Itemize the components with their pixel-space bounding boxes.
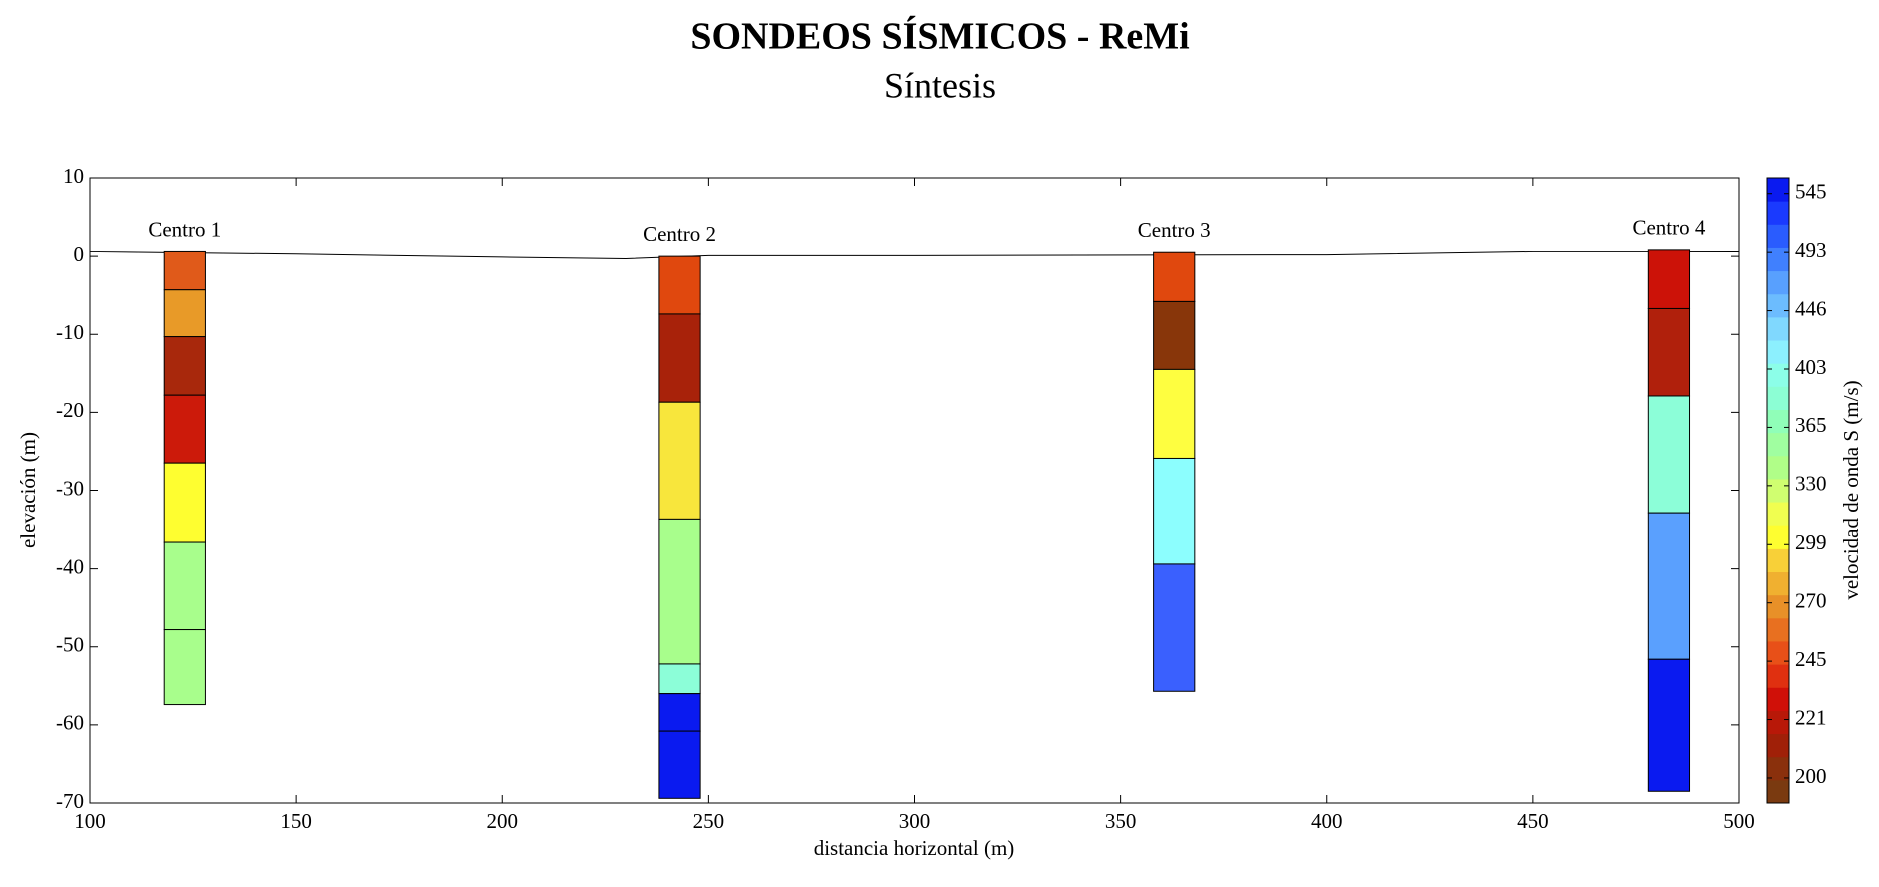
x-axis-label: distancia horizontal (m) xyxy=(814,836,1015,860)
layer xyxy=(1647,658,1691,792)
layer xyxy=(163,250,206,291)
colorbar-tick-label: 403 xyxy=(1795,355,1827,379)
colorbar-band xyxy=(1767,247,1789,272)
colorbar-tick-label: 245 xyxy=(1795,647,1827,671)
colorbar-band xyxy=(1767,664,1789,688)
x-tick-label: 200 xyxy=(487,809,519,833)
y-tick-label: -40 xyxy=(56,554,84,578)
chart-title: SONDEOS SÍSMICOS - ReMi xyxy=(690,16,1189,58)
layer xyxy=(163,629,206,706)
x-tick-label: 150 xyxy=(280,809,312,833)
x-tick-label: 300 xyxy=(899,809,931,833)
layer xyxy=(1647,307,1691,397)
colorbar-band xyxy=(1767,502,1789,526)
colorbar-band xyxy=(1767,478,1789,503)
colorbar-band xyxy=(1767,548,1789,573)
colorbar-band xyxy=(1767,756,1789,781)
y-tick-label: 0 xyxy=(74,242,85,266)
layer xyxy=(163,289,206,338)
colorbar-tick-label: 270 xyxy=(1795,589,1827,613)
colorbar-band xyxy=(1767,571,1789,596)
layer xyxy=(658,313,701,403)
colorbar-tick-label: 330 xyxy=(1795,472,1827,496)
colorbar-band xyxy=(1767,525,1789,549)
x-tick-label: 500 xyxy=(1723,809,1755,833)
colorbar-band xyxy=(1767,687,1789,711)
colorbar-tick-label: 446 xyxy=(1795,296,1827,320)
x-tick-label: 400 xyxy=(1311,809,1343,833)
colorbar-band xyxy=(1767,340,1789,364)
y-tick-label: -70 xyxy=(56,789,84,813)
colorbar-band xyxy=(1767,316,1789,341)
sounding-label: Centro 1 xyxy=(148,217,221,241)
layer xyxy=(163,462,206,543)
colorbar-band xyxy=(1767,710,1789,735)
layer xyxy=(1153,251,1196,302)
colorbar-band xyxy=(1767,779,1789,804)
layer xyxy=(658,663,701,695)
colorbar-band xyxy=(1767,617,1789,642)
layer xyxy=(658,518,701,665)
layer xyxy=(658,693,701,732)
chart-subtitle: Síntesis xyxy=(884,65,996,105)
layer xyxy=(658,255,701,315)
sounding-label: Centro 3 xyxy=(1138,218,1211,242)
layer xyxy=(1647,395,1691,514)
y-tick-label: -20 xyxy=(56,398,84,422)
colorbar-frame xyxy=(1766,177,1790,804)
colorbar-band xyxy=(1767,733,1789,758)
colorbar-band xyxy=(1767,270,1789,295)
layer xyxy=(1153,368,1196,459)
plot-area xyxy=(89,177,1740,804)
x-tick-label: 100 xyxy=(74,809,106,833)
colorbar-band xyxy=(1767,409,1789,434)
colorbar-tick-label: 365 xyxy=(1795,413,1827,437)
layer xyxy=(163,336,206,396)
layer xyxy=(1153,457,1196,565)
colorbar-band xyxy=(1767,224,1789,248)
colorbar-band xyxy=(1767,594,1789,619)
layer xyxy=(1647,249,1691,309)
layer xyxy=(163,541,206,631)
y-tick-label: -10 xyxy=(56,320,84,344)
surface-line xyxy=(89,250,1739,259)
colorbar-band xyxy=(1767,386,1789,410)
colorbar-band xyxy=(1767,432,1789,457)
y-tick-label: -30 xyxy=(56,476,84,500)
sounding-label: Centro 2 xyxy=(643,222,716,246)
colorbar-tick-label: 493 xyxy=(1795,238,1827,262)
layer xyxy=(1153,300,1196,370)
layer xyxy=(1153,563,1196,692)
colorbar-band xyxy=(1767,363,1789,387)
layer xyxy=(658,401,701,520)
y-tick-label: 10 xyxy=(63,164,84,188)
x-tick-label: 250 xyxy=(693,809,725,833)
colorbar-label: velocidad de onda S (m/s) xyxy=(1839,380,1863,599)
sounding-label: Centro 4 xyxy=(1632,216,1705,240)
y-axis-label: elevación (m) xyxy=(16,432,40,548)
x-tick-label: 350 xyxy=(1105,809,1137,833)
y-tick-label: -60 xyxy=(56,711,84,735)
x-tick-label: 450 xyxy=(1517,809,1549,833)
colorbar-tick-label: 221 xyxy=(1795,705,1827,729)
layer xyxy=(1647,512,1691,660)
colorbar-band xyxy=(1767,455,1789,480)
layer xyxy=(163,394,206,464)
colorbar-band xyxy=(1767,201,1789,225)
layer xyxy=(658,730,701,799)
colorbar-tick-label: 200 xyxy=(1795,764,1827,788)
colorbar-tick-label: 299 xyxy=(1795,530,1827,554)
y-tick-label: -50 xyxy=(56,633,84,657)
colorbar-band xyxy=(1767,178,1789,202)
colorbar-band xyxy=(1767,640,1789,665)
colorbar-tick-label: 545 xyxy=(1795,180,1827,204)
colorbar-band xyxy=(1767,293,1789,318)
